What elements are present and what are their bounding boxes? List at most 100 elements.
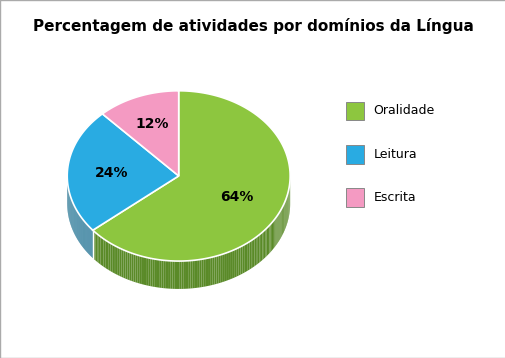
Polygon shape [102,238,104,267]
Polygon shape [228,251,230,280]
Polygon shape [252,238,254,267]
Bar [345,188,364,207]
Polygon shape [153,259,155,287]
Polygon shape [118,247,120,276]
Polygon shape [275,217,276,246]
Polygon shape [278,212,279,242]
Polygon shape [262,231,263,260]
Polygon shape [89,227,90,256]
Polygon shape [190,260,192,289]
Polygon shape [127,252,129,280]
Bar [345,145,364,164]
Polygon shape [146,257,148,286]
Polygon shape [194,260,197,288]
Polygon shape [242,245,244,274]
Polygon shape [285,198,286,227]
Polygon shape [131,253,133,282]
Polygon shape [244,244,245,273]
Polygon shape [216,255,218,284]
Polygon shape [114,245,116,274]
Polygon shape [137,255,139,284]
Polygon shape [174,261,177,289]
Polygon shape [208,258,210,286]
Polygon shape [123,250,125,279]
Polygon shape [90,228,91,257]
Polygon shape [199,259,201,287]
Text: 64%: 64% [220,190,254,204]
Polygon shape [226,252,228,281]
Polygon shape [188,261,190,289]
Polygon shape [141,256,144,285]
Polygon shape [135,255,137,283]
Polygon shape [230,250,232,279]
Polygon shape [92,91,289,261]
Polygon shape [274,218,275,248]
Polygon shape [222,253,224,282]
Polygon shape [234,248,236,277]
Polygon shape [94,232,95,261]
Polygon shape [133,254,135,282]
Polygon shape [186,261,188,289]
Polygon shape [247,242,249,271]
Polygon shape [261,232,262,261]
Polygon shape [268,226,269,255]
Polygon shape [168,261,170,289]
Polygon shape [232,250,234,278]
Polygon shape [179,261,181,289]
Polygon shape [265,228,266,257]
Polygon shape [218,255,220,283]
Polygon shape [107,241,109,270]
Polygon shape [91,229,92,257]
Polygon shape [224,253,226,281]
Polygon shape [276,215,277,245]
Polygon shape [270,223,271,252]
Polygon shape [125,251,127,279]
Polygon shape [257,235,259,264]
Polygon shape [129,252,131,281]
Polygon shape [98,235,100,264]
Polygon shape [263,229,265,259]
Polygon shape [212,257,214,285]
Polygon shape [121,249,123,278]
Polygon shape [100,237,102,266]
Polygon shape [95,233,97,262]
Polygon shape [144,257,146,285]
Polygon shape [271,221,273,251]
Polygon shape [192,260,194,288]
Polygon shape [183,261,186,289]
Polygon shape [266,227,268,256]
Polygon shape [112,244,114,273]
Polygon shape [282,204,283,234]
Polygon shape [159,260,161,288]
Polygon shape [281,208,282,237]
Polygon shape [201,259,204,287]
Polygon shape [277,214,278,243]
Polygon shape [157,260,159,287]
Polygon shape [170,261,172,289]
Polygon shape [240,246,242,275]
Polygon shape [210,257,212,285]
Polygon shape [163,260,166,289]
Text: Leitura: Leitura [373,148,417,161]
Polygon shape [150,258,153,286]
Polygon shape [206,258,208,286]
Polygon shape [181,261,183,289]
Polygon shape [283,203,284,232]
Polygon shape [67,114,178,230]
Text: Escrita: Escrita [373,191,416,204]
Polygon shape [284,201,285,231]
Bar [345,102,364,120]
Polygon shape [269,224,270,253]
Polygon shape [286,194,287,224]
Polygon shape [172,261,174,289]
Polygon shape [256,236,257,265]
Polygon shape [197,260,199,288]
Polygon shape [254,237,256,266]
Polygon shape [177,261,179,289]
Text: 12%: 12% [135,117,169,131]
Polygon shape [166,261,168,289]
Polygon shape [104,239,105,268]
Polygon shape [155,259,157,287]
Polygon shape [148,258,150,286]
Polygon shape [105,240,107,269]
